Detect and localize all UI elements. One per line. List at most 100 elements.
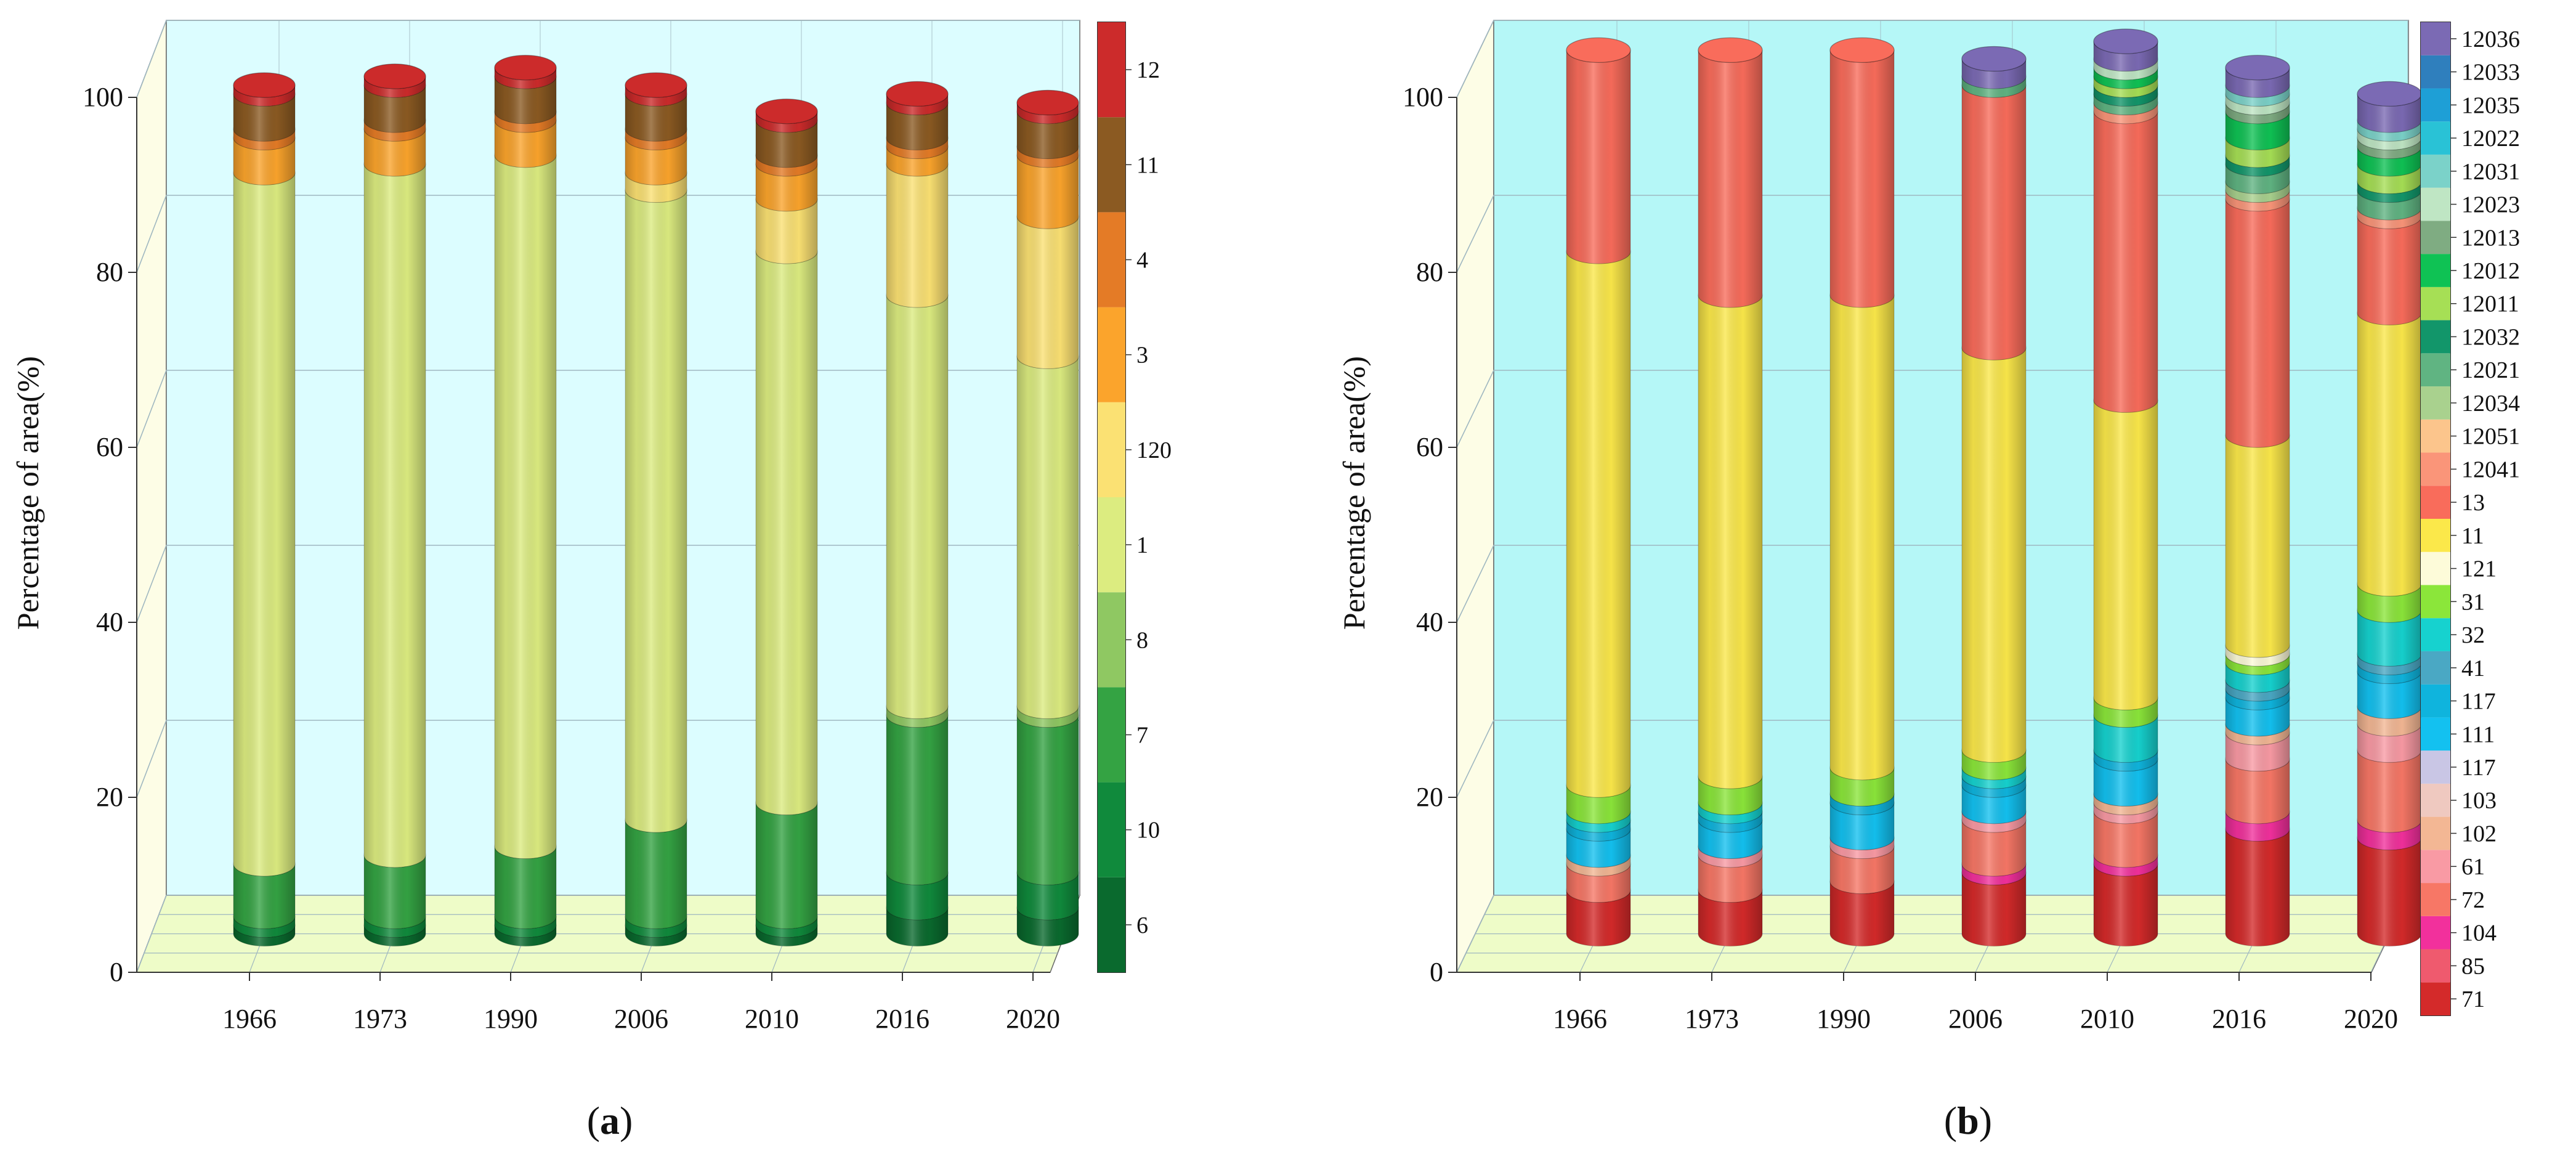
bar-shade: [2357, 216, 2421, 325]
bar-shade: [756, 802, 817, 929]
bar-shade: [886, 94, 948, 115]
bar-shade: [1017, 155, 1079, 229]
legend-swatch: [2421, 154, 2450, 188]
bar-shade: [756, 155, 817, 176]
gridline: [1456, 20, 2408, 98]
legend-swatch: [1098, 592, 1125, 688]
bar-shade: [1566, 890, 1630, 946]
gridline: [136, 20, 1080, 98]
y-axis-title-a: Percentage of area(%): [10, 356, 45, 630]
bar-shade: [2226, 94, 2290, 115]
bar-shade: [2357, 312, 2421, 596]
bar-shade: [1962, 819, 2026, 876]
bar-shade: [1962, 59, 2026, 89]
x-tick-label: 2010: [745, 1004, 799, 1034]
bar-shade: [886, 706, 948, 728]
legend-label: 120: [1136, 437, 1172, 463]
legend-swatch: [2421, 551, 2450, 585]
bar-shade: [2357, 662, 2421, 684]
legend-label: 111: [2461, 722, 2495, 747]
bar-stack: [2225, 55, 2290, 946]
bar-shade: [2094, 94, 2158, 115]
x-tick-label: 2006: [614, 1004, 668, 1034]
legend-swatch: [2421, 320, 2450, 354]
chart-panel-b: 1966 1973 1990 2006 2010 2016 2020 0 20 40 60 80 10…: [1337, 20, 2520, 1142]
y-tick-label: 100: [83, 82, 123, 112]
y-tick-labels-a: 0 20 40 60 80 100: [83, 82, 123, 987]
bar-shade: [625, 916, 687, 938]
bar-shade: [1566, 855, 1630, 876]
legend-swatch: [1098, 782, 1125, 877]
side-wall: [1456, 20, 1494, 973]
legend-swatch: [2421, 519, 2450, 552]
legend-swatch: [2421, 22, 2450, 55]
legend-swatch: [1098, 307, 1125, 402]
bar-shade: [625, 925, 687, 946]
legend-label: 103: [2461, 788, 2497, 814]
panel-label-b: (b): [1944, 1099, 1992, 1142]
bar-shade: [1830, 50, 1894, 307]
bar-shade: [2226, 181, 2290, 203]
legend-swatch: [2421, 452, 2450, 486]
legend-swatch: [2421, 850, 2450, 884]
legend-label: 32: [2461, 622, 2485, 648]
bar-shade: [1698, 776, 1762, 815]
x-tick-label: 2020: [1006, 1004, 1060, 1034]
bar-shade: [1566, 829, 1630, 868]
legend-swatch: [2421, 386, 2450, 420]
bar-stack: [1016, 89, 1079, 946]
bar-shade: [1962, 85, 2026, 360]
bar-shade: [1017, 111, 1079, 159]
bar-shade: [1017, 706, 1079, 728]
bar-shade: [2226, 137, 2290, 168]
bar-shade: [2094, 758, 2158, 807]
bar-shade: [1962, 767, 2026, 789]
bar-shade: [364, 85, 426, 132]
bar-top-cap: [2357, 81, 2422, 107]
x-tick-labels-a: 1966 1973 1990 2006 2010 2016 2020: [222, 1004, 1060, 1034]
bar-shade: [1698, 50, 1762, 307]
bar-shade: [1962, 76, 2026, 98]
bar-stack: [494, 55, 557, 946]
legend-label: 12032: [2461, 324, 2520, 350]
bar-shade: [1830, 846, 1894, 894]
legend-swatch: [2421, 684, 2450, 718]
bar-shade: [2226, 662, 2290, 693]
bar-shade: [886, 137, 948, 159]
legend-swatch: [2421, 883, 2450, 916]
bar-shade: [886, 146, 948, 176]
legend-label: 85: [2461, 953, 2485, 979]
legend-label: 12034: [2461, 391, 2520, 417]
bar-top-cap: [2093, 28, 2158, 54]
bar-shade: [364, 925, 426, 946]
bar-shade: [2226, 67, 2290, 98]
bar-shade: [2226, 697, 2290, 736]
chart-panel-a: 1966 1973 1990 2006 2010 2016 2020 02040608010…: [10, 20, 1172, 1142]
bar-shade: [233, 173, 295, 876]
bar-shade: [1962, 863, 2026, 885]
bars-b: [1566, 28, 2422, 946]
bar-shade: [1830, 837, 1894, 859]
bar-shade: [756, 163, 817, 211]
bar-shade: [364, 855, 426, 929]
bar-shade: [1962, 348, 2026, 763]
bar-shade: [2094, 67, 2158, 89]
bar-stack: [233, 72, 296, 946]
bar-shade: [2226, 758, 2290, 824]
bar-shade: [2094, 802, 2158, 824]
legend-label: 12023: [2461, 192, 2520, 218]
bar-shade: [495, 111, 556, 132]
legend-label: 12013: [2461, 225, 2520, 251]
y-tick-label: 80: [1416, 257, 1443, 287]
bar-shade: [2226, 680, 2290, 701]
bar-top-cap: [233, 72, 296, 98]
legend-swatch: [2421, 419, 2450, 453]
legend-swatch: [2421, 916, 2450, 950]
bar-top-cap: [494, 55, 557, 81]
bar-stack: [1566, 37, 1631, 946]
y-tick-label: 40: [96, 607, 123, 637]
bar-shade: [1566, 251, 1630, 798]
bar-shade: [1017, 356, 1079, 719]
x-tick-label: 1973: [1685, 1004, 1739, 1034]
